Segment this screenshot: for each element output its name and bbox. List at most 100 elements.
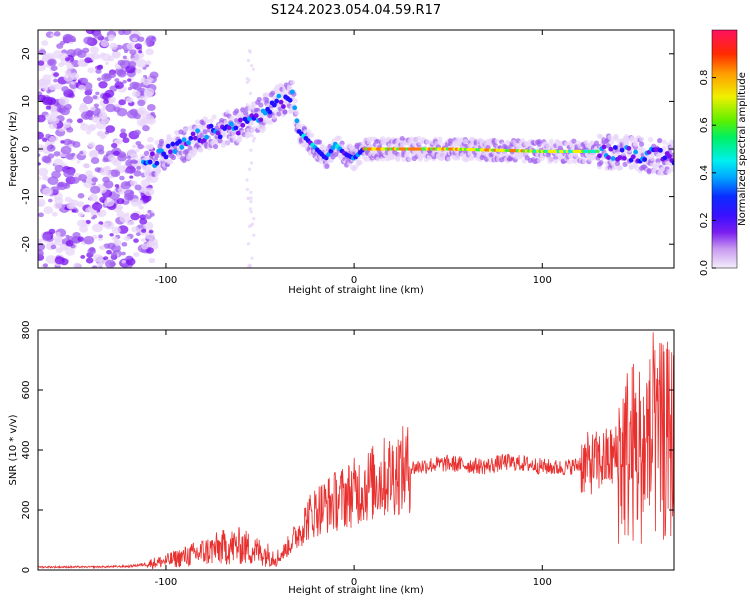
spectrogram-halo-cell: [249, 120, 255, 126]
spectrogram-ridge-cell: [280, 104, 286, 109]
spectrogram-ridge-cell: [186, 140, 191, 146]
spectrogram-ridge-cell: [610, 156, 616, 161]
spectrogram-noise-cell: [48, 83, 57, 91]
spectrogram-noise-cell: [98, 245, 104, 250]
spectrogram-noise-cell: [122, 30, 132, 36]
spectrogram-noise-cell: [70, 176, 80, 184]
spectrogram-streak-cell: [245, 178, 249, 182]
spectrogram-noise-cell: [103, 166, 110, 172]
spectrogram-noise-cell: [144, 231, 155, 240]
spectrogram-noise-cell: [63, 121, 72, 128]
spectrogram-ridge-cell: [287, 97, 293, 103]
spectrogram-halo-cell: [649, 156, 655, 162]
spectrogram-halo-cell: [289, 79, 295, 85]
spectrogram-noise-cell: [122, 79, 127, 84]
spectrogram-noise-cell: [129, 49, 137, 55]
spectrogram-y-label: Frequency (Hz): [8, 111, 19, 187]
spectrogram-streak-cell: [245, 80, 249, 84]
spectrogram-halo-cell: [154, 139, 160, 146]
spectrogram-halo-cell: [169, 137, 175, 143]
spectrogram-noise-cell: [38, 198, 46, 207]
spectrogram-noise-cell: [71, 209, 76, 213]
spectrogram-ridge-cell: [642, 157, 648, 162]
spectrogram-noise-cell: [123, 49, 129, 54]
spectrogram-halo-cell: [336, 135, 342, 141]
spectrogram-ridge-cell: [240, 122, 246, 128]
spectrogram-noise-cell: [134, 43, 143, 50]
spectrogram-halo-cell: [225, 109, 231, 115]
spectrogram-halo-cell: [566, 159, 572, 165]
spectrogram-streak-cell: [248, 265, 252, 268]
spectrogram-halo-cell: [339, 140, 345, 146]
spectrogram-noise-cell: [126, 255, 132, 260]
spectrogram-noise-cell: [77, 193, 85, 199]
spectrogram-ridge-cell: [662, 155, 668, 161]
spectrogram-noise-cell: [79, 225, 89, 233]
spectrogram-noise-cell: [66, 63, 75, 70]
spectrogram-ridge-cell: [630, 154, 636, 160]
spectrogram-noise-cell: [45, 105, 52, 110]
spectrogram-halo-cell: [395, 155, 401, 161]
spectrogram-noise-cell: [61, 86, 69, 93]
spectrogram-ridge-cell: [188, 135, 194, 141]
spectrogram-noise-cell: [135, 140, 142, 146]
spectrogram-noise-cell: [127, 78, 132, 82]
spectrogram-ridge-cell: [192, 135, 198, 141]
spectrogram-noise-cell: [65, 247, 75, 256]
spectrogram-noise-cell: [38, 167, 49, 177]
spectrogram-noise-cell: [146, 103, 156, 112]
spectrogram-noise-cell: [54, 164, 64, 173]
spectrogram-halo-cell: [146, 167, 152, 173]
spectrogram-noise-cell: [76, 219, 87, 228]
spectrogram-ridge-cell: [165, 143, 171, 149]
spectrogram-noise-cell: [132, 82, 142, 91]
spectrogram-noise-cell: [100, 40, 109, 48]
spectrogram-noise-cell: [103, 99, 110, 105]
spectrogram-noise-cell: [126, 42, 137, 51]
spectrogram-noise-cell: [83, 235, 95, 245]
spectrogram-halo-cell: [408, 136, 414, 142]
spectrogram-noise-cell: [119, 214, 131, 223]
spectrogram-noise-cell: [78, 84, 86, 91]
spectrogram-halo-cell: [234, 108, 240, 114]
spectrogram-noise-cell: [124, 168, 131, 174]
spectrogram-noise-cell: [113, 30, 119, 33]
colorbar-gradient: [711, 29, 738, 269]
spectrogram-ridge-cell: [278, 99, 284, 105]
snr-series-line: [38, 332, 674, 570]
spectrogram-noise-cell: [143, 87, 155, 97]
spectrogram-ridge-cell: [168, 149, 173, 155]
spectrogram-noise-cell: [38, 176, 42, 181]
spectrogram-noise-cell: [110, 255, 116, 259]
spectrogram-ridge-cell: [163, 154, 169, 160]
spectrogram-halo-cell: [292, 98, 299, 104]
spectrogram-halo-cell: [447, 138, 454, 144]
spectrogram-noise-cell: [46, 89, 52, 94]
snr-panel: -100 0 100 0 200 400 600 800 Height of straigh…: [8, 320, 675, 596]
spectrogram-noise-cell: [101, 222, 109, 228]
spectrogram-noise-cell: [96, 262, 104, 268]
spectrogram-noise-cell: [80, 77, 89, 85]
spectrogram-halo-cell: [669, 166, 674, 172]
colorbar: 0.0 0.2 0.4 0.6 0.8 Normalized spectral ampl…: [699, 29, 748, 276]
spectrogram-noise-cell: [114, 184, 120, 188]
spectrogram-noise-cell: [72, 231, 81, 239]
spectrogram-noise-cell: [148, 238, 159, 246]
snr-x-ticks: -100 0 100: [155, 330, 552, 588]
spectrogram-noise-cell: [83, 36, 93, 45]
spectrogram-noise-cell: [45, 255, 57, 264]
spectrogram-noise-cell: [149, 71, 159, 79]
spectrogram-noise-cell: [68, 143, 73, 148]
spectrogram-noise-cell: [119, 175, 125, 181]
spectrogram-noise-cell: [107, 55, 115, 62]
spectrogram-ridge-cell: [294, 118, 300, 124]
spectrogram-noise-cell: [42, 187, 53, 197]
spectrogram-noise-cell: [134, 184, 142, 191]
spectrogram-noise-cell: [87, 141, 96, 149]
spectrogram-ridge-cell: [181, 137, 187, 143]
spectrogram-noise-cell: [47, 58, 57, 67]
spectrogram-noise-cell: [122, 55, 127, 60]
spectrogram-noise-cell: [58, 96, 70, 106]
spectrogram-halo-cell: [143, 150, 149, 156]
spectrogram-noise-cell: [130, 198, 142, 207]
